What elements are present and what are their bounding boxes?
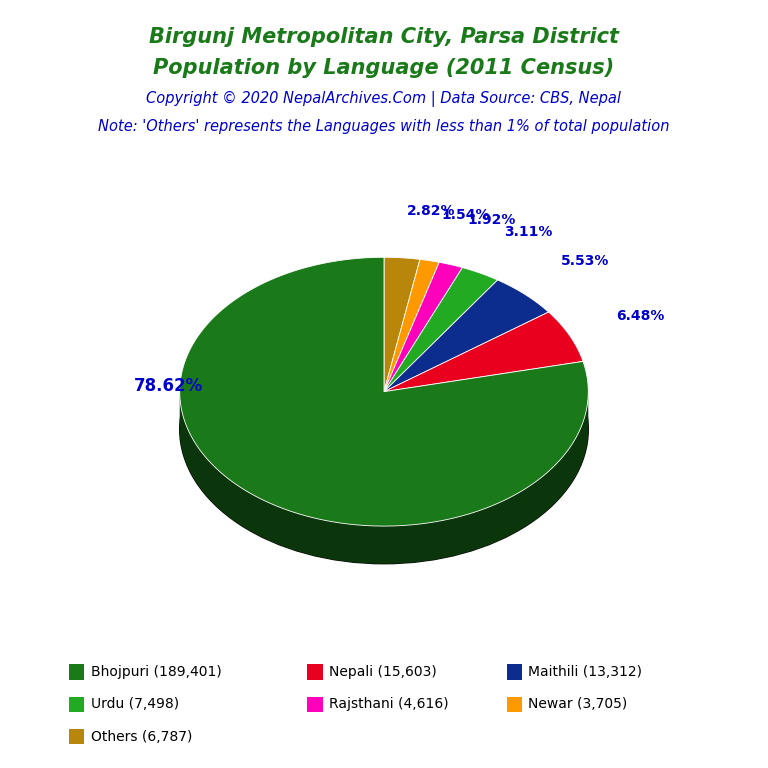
Polygon shape <box>384 263 462 392</box>
Text: 1.54%: 1.54% <box>441 208 489 222</box>
Text: Maithili (13,312): Maithili (13,312) <box>528 665 642 679</box>
Text: 5.53%: 5.53% <box>561 253 609 267</box>
Text: 1.92%: 1.92% <box>468 214 516 227</box>
Text: Copyright © 2020 NepalArchives.Com | Data Source: CBS, Nepal: Copyright © 2020 NepalArchives.Com | Dat… <box>147 91 621 107</box>
Polygon shape <box>507 664 522 680</box>
Polygon shape <box>307 664 323 680</box>
Polygon shape <box>384 260 439 392</box>
Polygon shape <box>180 392 588 564</box>
Text: Note: 'Others' represents the Languages with less than 1% of total population: Note: 'Others' represents the Languages … <box>98 119 670 134</box>
Text: Nepali (15,603): Nepali (15,603) <box>329 665 436 679</box>
Ellipse shape <box>180 295 588 564</box>
Text: Newar (3,705): Newar (3,705) <box>528 697 627 711</box>
Polygon shape <box>384 257 420 392</box>
Text: Others (6,787): Others (6,787) <box>91 730 192 743</box>
Polygon shape <box>307 697 323 712</box>
Polygon shape <box>69 697 84 712</box>
Polygon shape <box>69 729 84 744</box>
Text: 2.82%: 2.82% <box>406 204 455 218</box>
Polygon shape <box>384 280 548 392</box>
Text: 78.62%: 78.62% <box>134 377 204 396</box>
Text: 3.11%: 3.11% <box>505 225 553 239</box>
Text: Birgunj Metropolitan City, Parsa District: Birgunj Metropolitan City, Parsa Distric… <box>149 27 619 47</box>
Text: Urdu (7,498): Urdu (7,498) <box>91 697 179 711</box>
Polygon shape <box>507 697 522 712</box>
Polygon shape <box>180 257 588 526</box>
Polygon shape <box>69 664 84 680</box>
Text: Population by Language (2011 Census): Population by Language (2011 Census) <box>154 58 614 78</box>
Polygon shape <box>384 267 498 392</box>
Text: Bhojpuri (189,401): Bhojpuri (189,401) <box>91 665 221 679</box>
Text: 6.48%: 6.48% <box>616 309 664 323</box>
Polygon shape <box>384 312 583 392</box>
Text: Rajsthani (4,616): Rajsthani (4,616) <box>329 697 449 711</box>
